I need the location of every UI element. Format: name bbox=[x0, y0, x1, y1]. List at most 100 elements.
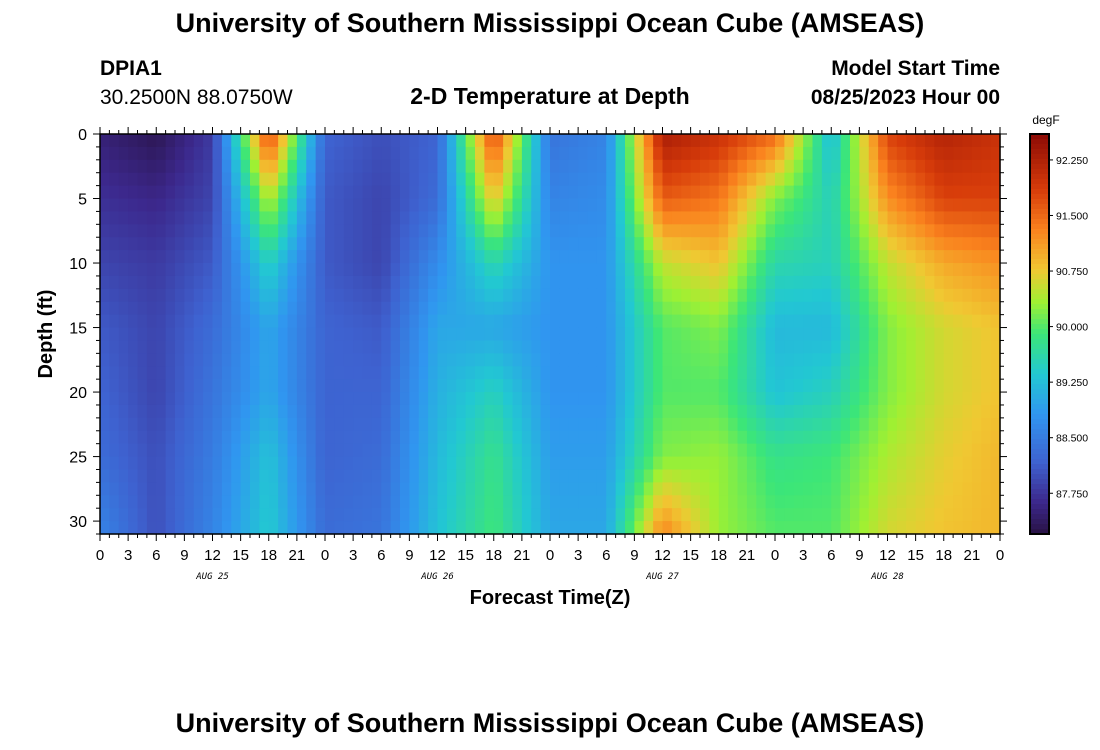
heatmap-cell bbox=[700, 301, 710, 316]
heatmap-cell bbox=[362, 469, 373, 483]
heatmap-cell bbox=[212, 404, 223, 419]
heatmap-cell bbox=[165, 508, 176, 522]
heatmap-cell bbox=[175, 134, 185, 148]
heatmap-cell bbox=[381, 134, 392, 148]
heatmap-cell bbox=[531, 353, 542, 367]
heatmap-cell bbox=[446, 353, 457, 367]
heatmap-cell bbox=[756, 417, 767, 432]
heatmap-cell bbox=[990, 327, 1001, 342]
heatmap-cell bbox=[643, 211, 654, 225]
heatmap-cell bbox=[146, 417, 157, 432]
heatmap-cell bbox=[353, 469, 364, 483]
heatmap-cell bbox=[559, 301, 570, 316]
heatmap-cell bbox=[268, 185, 279, 200]
heatmap-cell bbox=[962, 134, 973, 148]
heatmap-cell bbox=[437, 353, 448, 367]
heatmap-cell bbox=[212, 211, 223, 225]
heatmap-cell bbox=[915, 301, 926, 316]
heatmap-cell bbox=[840, 443, 851, 458]
heatmap-cell bbox=[784, 508, 795, 522]
heatmap-cell bbox=[540, 392, 551, 406]
heatmap-cell bbox=[118, 211, 129, 225]
heatmap-cell bbox=[465, 353, 476, 367]
heatmap-cell bbox=[250, 379, 260, 393]
colorbar-swatch bbox=[1030, 279, 1049, 285]
heatmap-cell bbox=[709, 327, 720, 342]
heatmap-cell bbox=[990, 404, 1001, 419]
heatmap-cell bbox=[700, 508, 710, 522]
heatmap-cell bbox=[184, 392, 195, 406]
heatmap-cell bbox=[250, 288, 260, 303]
heatmap-cell bbox=[578, 508, 589, 522]
heatmap-cell bbox=[746, 159, 757, 174]
heatmap-cell bbox=[100, 392, 110, 406]
heatmap-cell bbox=[493, 404, 504, 419]
heatmap-cell bbox=[634, 224, 645, 238]
heatmap-cell bbox=[137, 482, 148, 496]
heatmap-cell bbox=[793, 146, 804, 161]
heatmap-cell bbox=[906, 159, 917, 174]
heatmap-cell bbox=[418, 250, 429, 264]
heatmap-cell bbox=[728, 159, 739, 174]
heatmap-cell bbox=[746, 353, 757, 367]
heatmap-cell bbox=[353, 482, 364, 496]
y-tick-label: 15 bbox=[69, 321, 87, 338]
heatmap-cell bbox=[343, 379, 354, 393]
heatmap-cell bbox=[231, 314, 242, 329]
heatmap-cell bbox=[362, 224, 373, 238]
heatmap-cell bbox=[128, 301, 139, 316]
heatmap-cell bbox=[437, 224, 448, 238]
heatmap-cell bbox=[775, 314, 785, 329]
heatmap-cell bbox=[175, 366, 185, 380]
heatmap-cell bbox=[850, 263, 860, 277]
heatmap-cell bbox=[803, 134, 814, 148]
heatmap-cell bbox=[512, 521, 523, 535]
heatmap-cell bbox=[925, 482, 935, 496]
heatmap-cell bbox=[437, 443, 448, 458]
heatmap-cell bbox=[943, 198, 954, 213]
heatmap-cell bbox=[278, 275, 289, 290]
heatmap-cell bbox=[381, 275, 392, 290]
heatmap-cell bbox=[625, 469, 635, 483]
heatmap-cell bbox=[615, 353, 626, 367]
heatmap-cell bbox=[878, 482, 889, 496]
heatmap-cell bbox=[775, 482, 785, 496]
heatmap-cell bbox=[962, 443, 973, 458]
heatmap-cell bbox=[634, 456, 645, 471]
heatmap-cell bbox=[315, 275, 326, 290]
heatmap-cell bbox=[953, 353, 964, 367]
heatmap-cell bbox=[100, 250, 110, 264]
heatmap-cell bbox=[521, 275, 532, 290]
heatmap-cell bbox=[437, 379, 448, 393]
heatmap-cell bbox=[437, 366, 448, 380]
heatmap-cell bbox=[737, 211, 748, 225]
heatmap-cell bbox=[184, 172, 195, 187]
heatmap-cell bbox=[559, 353, 570, 367]
heatmap-cell bbox=[653, 392, 664, 406]
heatmap-cell bbox=[306, 134, 317, 148]
heatmap-cell bbox=[690, 288, 701, 303]
heatmap-cell bbox=[925, 392, 935, 406]
heatmap-cell bbox=[596, 314, 607, 329]
heatmap-cell bbox=[278, 185, 289, 200]
heatmap-cell bbox=[128, 250, 139, 264]
heatmap-cell bbox=[493, 146, 504, 161]
heatmap-cell bbox=[671, 134, 682, 148]
heatmap-cell bbox=[728, 314, 739, 329]
heatmap-cell bbox=[118, 366, 129, 380]
heatmap-cell bbox=[615, 417, 626, 432]
heatmap-cell bbox=[784, 224, 795, 238]
heatmap-cell bbox=[109, 263, 120, 277]
heatmap-cell bbox=[596, 237, 607, 251]
heatmap-cell bbox=[765, 340, 776, 354]
heatmap-cell bbox=[456, 417, 467, 432]
heatmap-cell bbox=[475, 482, 485, 496]
heatmap-cell bbox=[428, 146, 439, 161]
heatmap-cell bbox=[953, 172, 964, 187]
heatmap-cell bbox=[671, 224, 682, 238]
heatmap-cell bbox=[625, 250, 635, 264]
heatmap-cell bbox=[221, 366, 232, 380]
heatmap-cell bbox=[128, 198, 139, 213]
heatmap-cell bbox=[728, 146, 739, 161]
heatmap-cell bbox=[456, 456, 467, 471]
